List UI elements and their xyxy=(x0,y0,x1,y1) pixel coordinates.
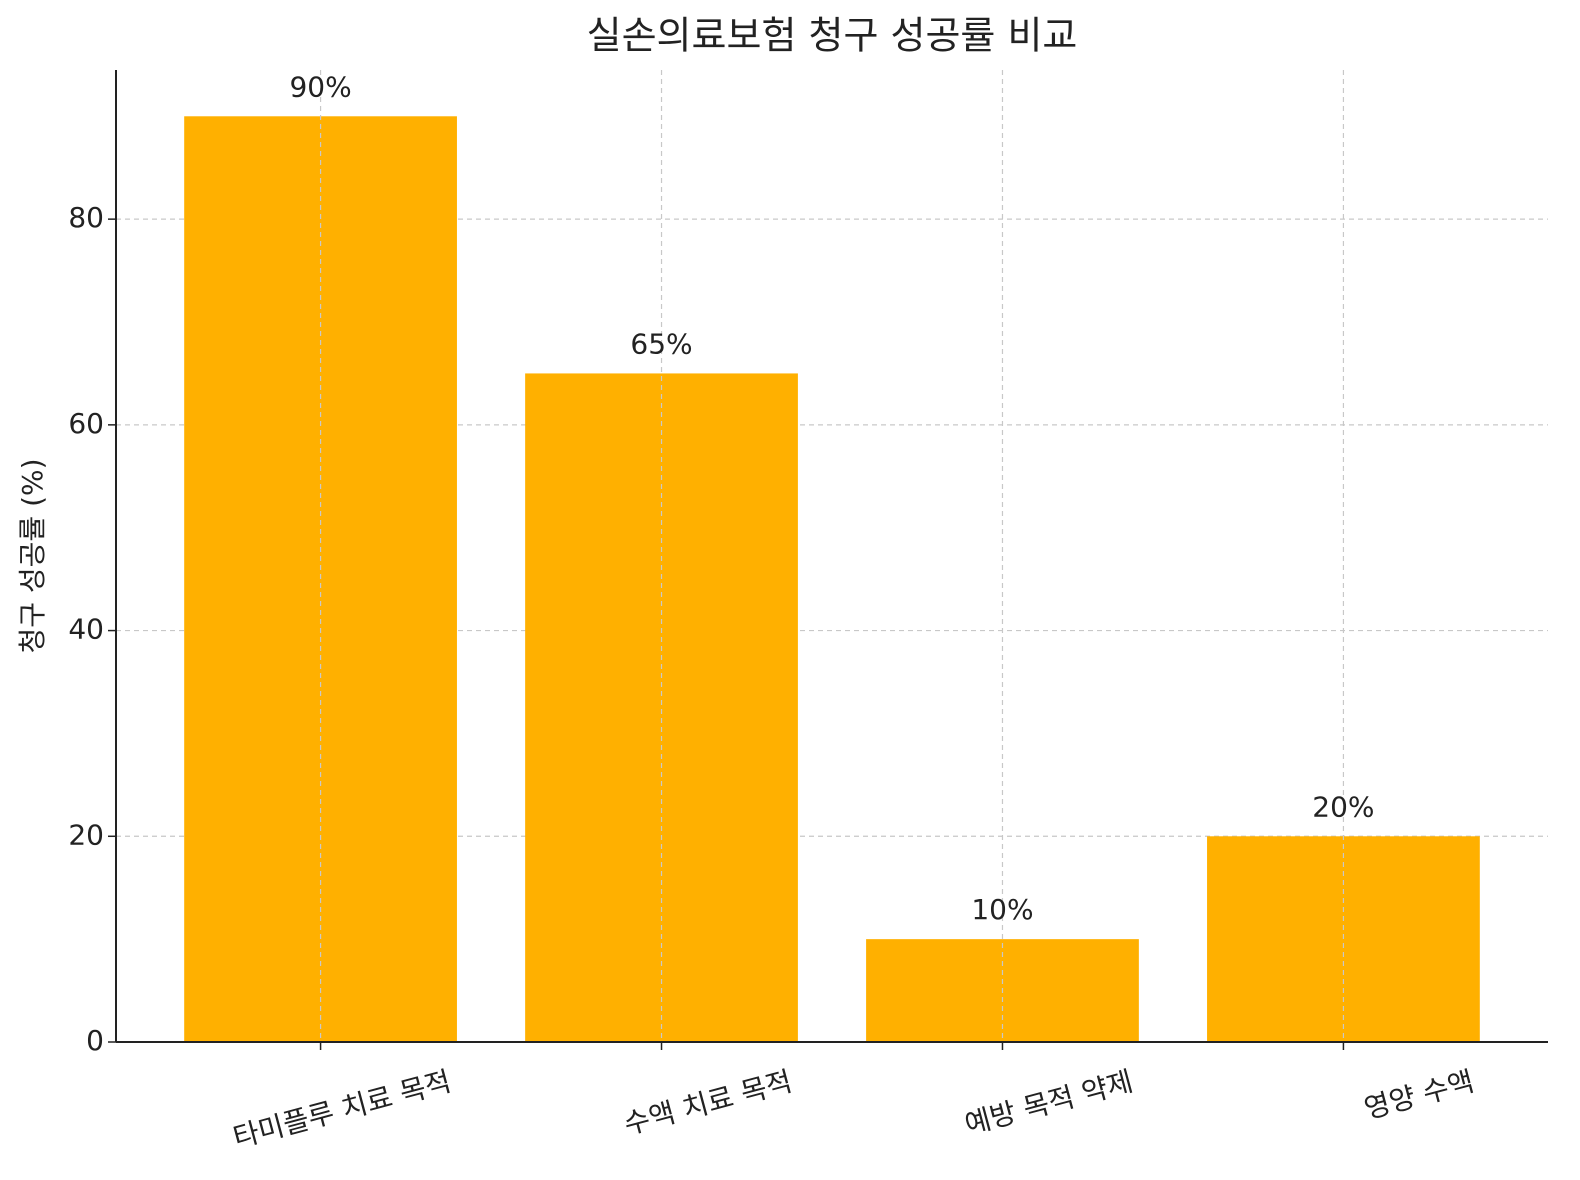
x-tick-label: 수액 치료 목적 xyxy=(620,1065,795,1141)
x-tick-label: 타미플루 치료 목적 xyxy=(230,1065,455,1155)
bar xyxy=(1207,836,1480,1042)
y-tick-label: 60 xyxy=(68,407,104,440)
bar xyxy=(184,116,457,1043)
value-label: 65% xyxy=(630,327,692,360)
y-axis-label: 청구 성공률 (%) xyxy=(16,458,49,653)
value-label: 10% xyxy=(971,893,1033,926)
y-tick-label: 40 xyxy=(68,613,104,646)
chart-title: 실손의료보험 청구 성공률 비교 xyxy=(587,14,1078,58)
value-label: 90% xyxy=(289,70,351,103)
bar xyxy=(525,373,798,1042)
value-label: 20% xyxy=(1312,790,1374,823)
y-tick-label: 20 xyxy=(68,818,104,851)
y-tick-label: 80 xyxy=(68,201,104,234)
x-tick-label: 예방 목적 약제 xyxy=(961,1065,1136,1141)
x-tick-label: 영양 수액 xyxy=(1361,1065,1478,1126)
y-tick-label: 0 xyxy=(86,1024,104,1057)
